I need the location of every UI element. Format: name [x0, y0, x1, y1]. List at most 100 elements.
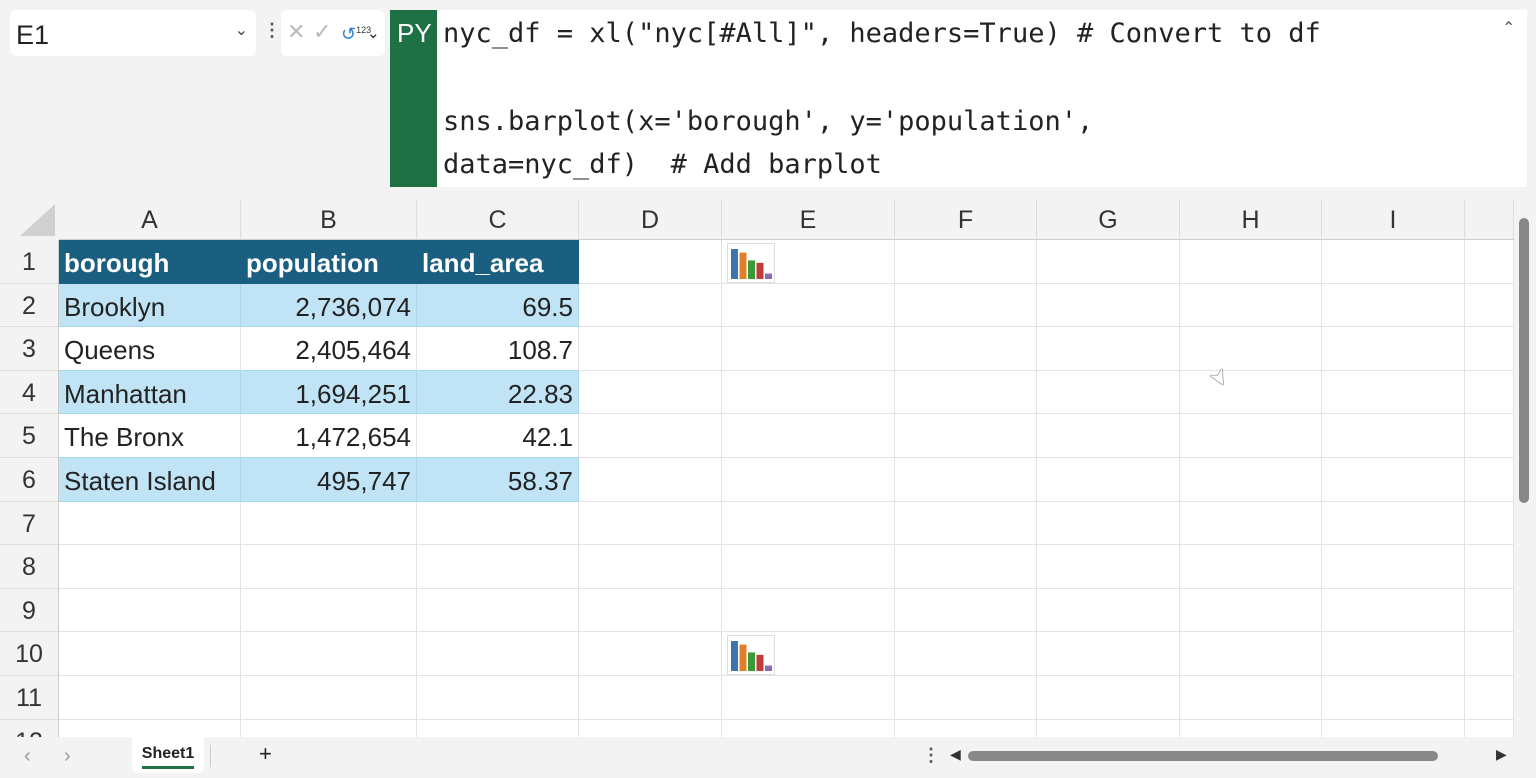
cell[interactable] — [417, 719, 579, 737]
column-header-A[interactable]: A — [59, 200, 241, 240]
column-header-F[interactable]: F — [895, 200, 1037, 240]
cell[interactable] — [1180, 370, 1322, 415]
python-output-icon[interactable]: ↺123 — [341, 24, 372, 44]
cell[interactable] — [895, 240, 1037, 284]
add-sheet-button[interactable]: + — [259, 741, 272, 766]
more-options-icon[interactable]: ⋮ — [263, 20, 281, 40]
cell[interactable] — [59, 719, 241, 737]
row-header-9[interactable]: 9 — [0, 588, 59, 633]
cell[interactable] — [241, 501, 417, 546]
table-cell[interactable]: Staten Island — [59, 458, 241, 502]
cell[interactable] — [1037, 588, 1180, 633]
cell[interactable] — [1037, 501, 1180, 546]
scroll-right-icon[interactable]: ▶ — [1496, 746, 1507, 762]
table-cell[interactable]: 22.83 — [417, 370, 579, 415]
table-cell[interactable]: 108.7 — [417, 327, 579, 371]
cell[interactable] — [895, 676, 1037, 720]
cell[interactable] — [1465, 501, 1514, 546]
cell[interactable] — [895, 370, 1037, 415]
cell[interactable] — [1465, 327, 1514, 371]
cell[interactable] — [1322, 458, 1465, 502]
more-options-icon[interactable]: ⋮ — [922, 745, 940, 765]
chart-thumbnail[interactable] — [727, 243, 775, 283]
cell[interactable] — [895, 458, 1037, 502]
row-header-7[interactable]: 7 — [0, 501, 59, 546]
chevron-down-icon[interactable]: ⌄ — [367, 25, 380, 42]
table-cell[interactable]: 58.37 — [417, 458, 579, 502]
name-box[interactable]: E1 ⌄ — [10, 10, 256, 56]
cell[interactable] — [1322, 240, 1465, 284]
cell[interactable] — [722, 370, 895, 415]
table-header-cell[interactable]: borough — [59, 240, 241, 284]
table-cell[interactable]: Queens — [59, 327, 241, 371]
table-cell[interactable]: The Bronx — [59, 414, 241, 458]
table-cell[interactable]: 2,405,464 — [241, 327, 417, 371]
table-cell[interactable]: Brooklyn — [59, 283, 241, 328]
row-header-2[interactable]: 2 — [0, 283, 59, 328]
cell[interactable] — [1465, 370, 1514, 415]
spreadsheet-grid[interactable]: A B C D E F G H I 1 borough population land_area 2 Bro… — [0, 200, 1514, 737]
cell[interactable] — [417, 501, 579, 546]
cell[interactable] — [417, 676, 579, 720]
cell[interactable] — [1180, 458, 1322, 502]
cell[interactable] — [722, 501, 895, 546]
cell[interactable] — [579, 327, 722, 371]
cell[interactable] — [895, 545, 1037, 589]
cell[interactable] — [1322, 676, 1465, 720]
cell[interactable] — [722, 458, 895, 502]
cell[interactable] — [722, 545, 895, 589]
cell[interactable] — [417, 588, 579, 633]
cell[interactable] — [1180, 414, 1322, 458]
cell[interactable] — [722, 676, 895, 720]
chart-thumbnail[interactable] — [727, 635, 775, 676]
row-header-1[interactable]: 1 — [0, 240, 59, 284]
cell[interactable] — [1037, 676, 1180, 720]
cell[interactable] — [895, 414, 1037, 458]
formula-input[interactable]: nyc_df = xl("nyc[#All]", headers=True) #… — [437, 10, 1527, 187]
table-header-cell[interactable]: population — [241, 240, 417, 284]
cell[interactable] — [1180, 719, 1322, 737]
cell[interactable] — [722, 719, 895, 737]
cell[interactable] — [1322, 545, 1465, 589]
select-all-corner[interactable] — [0, 200, 59, 240]
cell[interactable] — [895, 632, 1037, 676]
table-cell[interactable]: 42.1 — [417, 414, 579, 458]
cell[interactable] — [1037, 414, 1180, 458]
cell[interactable] — [579, 240, 722, 284]
cell[interactable] — [1322, 588, 1465, 633]
cell[interactable] — [579, 458, 722, 502]
cell[interactable] — [1465, 719, 1514, 737]
cell[interactable] — [59, 545, 241, 589]
cell[interactable] — [1037, 327, 1180, 371]
cell[interactable] — [895, 283, 1037, 328]
cell[interactable] — [1465, 283, 1514, 328]
row-header-4[interactable]: 4 — [0, 370, 59, 415]
cell[interactable] — [1037, 632, 1180, 676]
cell[interactable] — [1180, 545, 1322, 589]
cell[interactable] — [1180, 588, 1322, 633]
cell[interactable] — [722, 240, 895, 284]
cell[interactable] — [1465, 588, 1514, 633]
cell[interactable] — [1322, 283, 1465, 328]
cell[interactable] — [241, 545, 417, 589]
chevron-down-icon[interactable]: ⌄ — [234, 22, 248, 39]
cell[interactable] — [1322, 414, 1465, 458]
table-cell[interactable]: Manhattan — [59, 370, 241, 415]
cell[interactable] — [579, 719, 722, 737]
row-header-3[interactable]: 3 — [0, 327, 59, 371]
cell[interactable] — [895, 588, 1037, 633]
column-header-C[interactable]: C — [417, 200, 579, 240]
collapse-icon[interactable]: ⌃ — [1502, 20, 1516, 37]
cell[interactable] — [59, 588, 241, 633]
cell[interactable] — [1180, 676, 1322, 720]
column-header-D[interactable]: D — [579, 200, 722, 240]
scroll-left-icon[interactable]: ◀ — [950, 746, 961, 762]
row-header-12[interactable]: 12 — [0, 719, 59, 737]
table-cell[interactable]: 1,472,654 — [241, 414, 417, 458]
row-header-8[interactable]: 8 — [0, 545, 59, 589]
cell[interactable] — [579, 676, 722, 720]
cell[interactable] — [1322, 719, 1465, 737]
cell[interactable] — [1465, 545, 1514, 589]
cell[interactable] — [241, 719, 417, 737]
cell[interactable] — [579, 545, 722, 589]
